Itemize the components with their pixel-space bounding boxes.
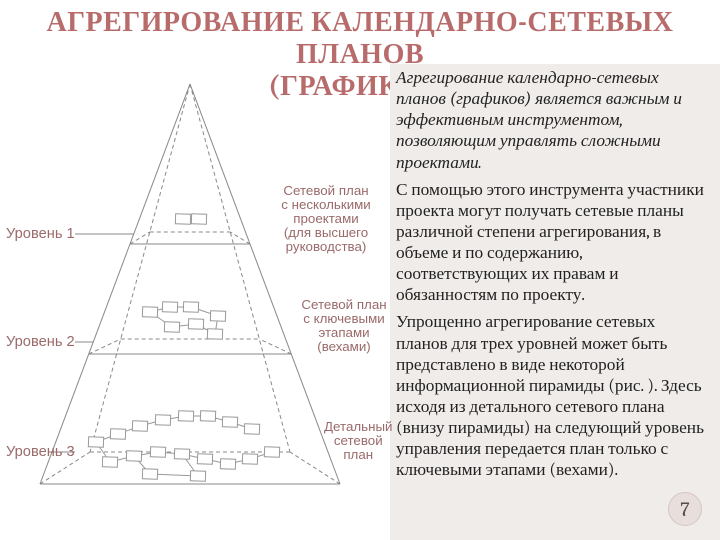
- level-1-label: Уровень 1: [6, 226, 75, 242]
- title-line-1: АГРЕГИРОВАНИЕ КАЛЕНДАРНО-СЕТЕВЫХ ПЛАНОВ: [0, 6, 720, 70]
- paragraph-1: Агрегирование календарно-сетевых планов …: [396, 68, 708, 174]
- tier-3-caption: Детальныйсетевой план: [324, 420, 392, 462]
- text-pane: Агрегирование календарно-сетевых планов …: [390, 64, 720, 540]
- tier-2-caption: Сетевой планс ключевымиэтапами (вехами): [298, 298, 390, 354]
- page-number-badge: 7: [668, 492, 702, 526]
- slide: АГРЕГИРОВАНИЕ КАЛЕНДАРНО-СЕТЕВЫХ ПЛАНОВ …: [0, 0, 720, 540]
- paragraph-2: С помощью этого инструмента участники пр…: [396, 180, 708, 307]
- tier-1-caption: Сетевой планс несколькими проектами(для …: [262, 184, 390, 254]
- level-2-label: Уровень 2: [6, 334, 75, 350]
- paragraph-1-text: Агрегирование календарно-сетевых планов …: [396, 68, 682, 173]
- level-3-label: Уровень 3: [6, 444, 75, 460]
- diagram-pane: Уровень 1 Уровень 2 Уровень 3 Сетевой пл…: [0, 64, 390, 540]
- paragraph-3: Упрощенно агрегирование сетевых планов д…: [396, 312, 708, 481]
- page-number: 7: [680, 498, 689, 521]
- content-area: Уровень 1 Уровень 2 Уровень 3 Сетевой пл…: [0, 64, 720, 540]
